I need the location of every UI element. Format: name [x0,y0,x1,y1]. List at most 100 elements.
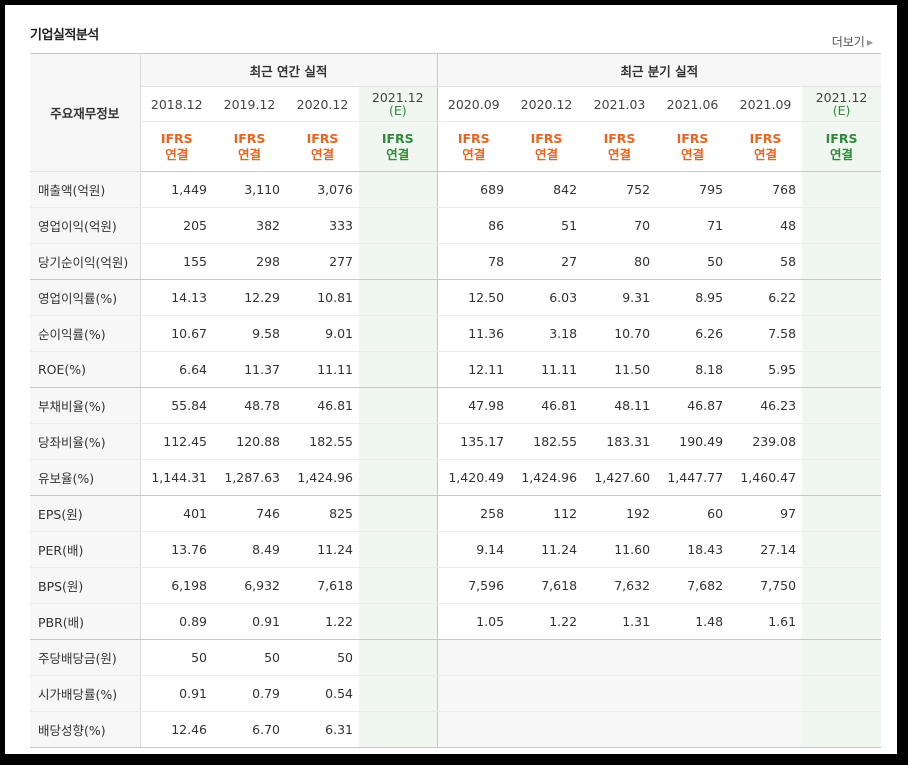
empty-cell [802,675,882,712]
ifrs-label: IFRS [306,130,339,146]
column-date: 2019.12 [223,96,276,112]
column-date: 2018.12 [150,96,203,112]
column-date-header: 2021.12 (E) [802,86,882,122]
empty-cell [436,675,511,712]
row-label: PER(배) [30,531,141,568]
quarter-value-cell: 842 [510,171,584,208]
quarter-value-cell: 46.23 [729,387,803,424]
column-date: 2020.12 [296,96,349,112]
quarter-value-cell: 1,424.96 [510,459,584,496]
quarter-value-cell: 7,596 [436,567,511,604]
table-row: 부채비율(%) 55.84 48.78 46.81 47.98 46.81 48.11 46.… [30,387,882,424]
annual-group-header: 최근 연간 실적 [140,53,438,87]
annual-value-cell: 11.37 [213,351,286,388]
annual-value-cell: 12.46 [140,711,213,748]
column-date: 2021.12 [815,90,868,105]
annual-value-cell: 10.67 [140,315,213,352]
quarter-value-cell: 1,460.47 [729,459,803,496]
quarter-value-cell [802,351,882,388]
table-row: 매출액(억원) 1,449 3,110 3,076 689 842 752 795 768 [30,171,882,208]
financial-summary-panel: 기업실적분석 더보기 ▶ 주요재무정보 최근 연간 실적 최근 분기 실적 201… [3,3,899,756]
quarter-value-cell: 78 [436,243,511,280]
annual-value-cell [359,207,438,244]
quarter-value-cell: 27.14 [729,531,803,568]
table-row: 영업이익률(%) 14.13 12.29 10.81 12.50 6.03 9.31 8.95… [30,279,882,316]
annual-value-cell [359,495,438,532]
quarter-value-cell: 6.26 [656,315,730,352]
column-date: 2021.09 [739,96,792,112]
annual-value-cell: 112.45 [140,423,213,460]
annual-value-cell: 1,449 [140,171,213,208]
quarter-value-cell: 182.55 [510,423,584,460]
table-row: 순이익률(%) 10.67 9.58 9.01 11.36 3.18 10.70 6.26 7.… [30,315,882,352]
column-date: 2020.09 [447,96,500,112]
empty-cell [656,711,730,748]
more-link-label[interactable]: 더보기 [831,35,865,49]
consolidated-label: 연결 [830,146,854,162]
quarter-value-cell: 51 [510,207,584,244]
quarter-value-cell: 1.31 [583,603,657,640]
column-date-header: 2020.12 [510,86,584,122]
annual-value-cell: 12.29 [213,279,286,316]
quarter-value-cell: 18.43 [656,531,730,568]
quarter-value-cell: 11.24 [510,531,584,568]
quarter-value-cell: 7.58 [729,315,803,352]
consolidated-label: 연결 [681,146,705,162]
ifrs-label: IFRS [233,130,266,146]
annual-value-cell: 6.70 [213,711,286,748]
quarter-value-cell: 1,420.49 [436,459,511,496]
quarter-value-cell: 50 [656,243,730,280]
quarter-value-cell: 11.60 [583,531,657,568]
annual-value-cell: 333 [286,207,359,244]
quarter-value-cell: 1.22 [510,603,584,640]
annual-value-cell: 205 [140,207,213,244]
annual-value-cell: 9.58 [213,315,286,352]
annual-value-cell: 182.55 [286,423,359,460]
annual-value-cell [359,315,438,352]
quarter-value-cell: 97 [729,495,803,532]
ifrs-badge: IFRS 연결 [213,121,286,172]
table-row: BPS(원) 6,198 6,932 7,618 7,596 7,618 7,632 7,68… [30,567,882,604]
annual-value-cell: 298 [213,243,286,280]
quarter-group-header: 최근 분기 실적 [436,53,882,87]
quarter-value-cell: 7,750 [729,567,803,604]
annual-value-cell: 14.13 [140,279,213,316]
annual-value-cell: 48.78 [213,387,286,424]
annual-value-cell [359,243,438,280]
quarter-value-cell: 7,682 [656,567,730,604]
row-label: 영업이익(억원) [30,207,141,244]
annual-value-cell: 8.49 [213,531,286,568]
empty-cell [729,639,803,676]
annual-value-cell: 9.01 [286,315,359,352]
quarter-value-cell: 86 [436,207,511,244]
ifrs-label: IFRS [603,130,636,146]
quarter-value-cell: 46.87 [656,387,730,424]
quarter-value-cell [802,495,882,532]
quarter-value-cell [802,171,882,208]
annual-value-cell: 1.22 [286,603,359,640]
section-title: 기업실적분석 [30,28,99,43]
row-label: 배당성향(%) [30,711,141,748]
quarter-value-cell: 12.11 [436,351,511,388]
consolidated-label: 연결 [237,146,261,162]
column-date-header: 2020.12 [286,86,359,122]
quarter-value-cell: 258 [436,495,511,532]
quarter-value-cell: 11.36 [436,315,511,352]
empty-cell [656,639,730,676]
empty-cell [729,675,803,712]
table-row: 주당배당금(원) 50 50 50 [30,639,882,676]
annual-value-cell [359,711,438,748]
annual-value-cell: 7,618 [286,567,359,604]
more-link[interactable]: 더보기 ▶ [832,33,873,50]
quarter-value-cell [802,567,882,604]
quarter-value-cell: 70 [583,207,657,244]
ifrs-badge: IFRS 연결 [656,121,730,172]
row-label: BPS(원) [30,567,141,604]
ifrs-badge: IFRS 연결 [436,121,511,172]
annual-value-cell: 6,198 [140,567,213,604]
consolidated-label: 연결 [165,146,189,162]
quarter-value-cell: 1,447.77 [656,459,730,496]
empty-cell [510,711,584,748]
annual-value-cell [359,459,438,496]
quarter-value-cell: 239.08 [729,423,803,460]
